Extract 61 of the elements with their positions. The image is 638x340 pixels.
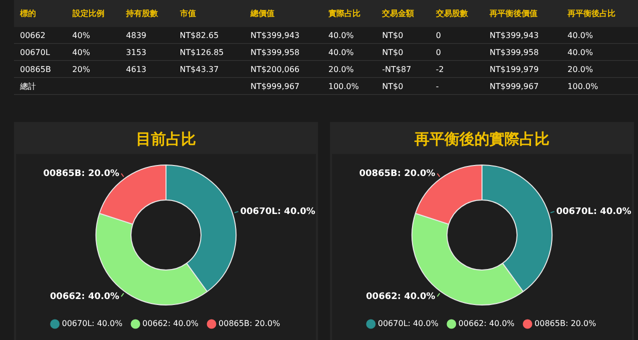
text: 00662	[14, 27, 66, 44]
text: NT$999,967	[484, 78, 562, 94]
category-label: 交易股數	[430, 0, 484, 27]
category-label: 市值	[174, 0, 244, 27]
text: NT$399,958	[244, 44, 322, 60]
legend-label: 00865B: 20.0%	[534, 319, 597, 328]
legend-label: 00865B: 20.0%	[218, 319, 281, 328]
text: -2	[430, 60, 484, 78]
text: NT$399,943	[244, 27, 322, 44]
text: NT$126.85	[174, 44, 244, 60]
legend-label: 00670L: 40.0%	[378, 319, 439, 328]
slice-label: 00865B: 20.0%	[43, 168, 120, 179]
slice-label: 00662: 40.0%	[366, 292, 436, 302]
slice-label: 00670L: 40.0%	[240, 206, 316, 217]
category-label: 標的	[14, 0, 66, 27]
text: NT$0	[376, 44, 430, 60]
text: 4613	[120, 60, 174, 78]
category-label: 持有股數	[120, 0, 174, 27]
slice-label: 00865B: 20.0%	[359, 168, 436, 179]
text: 0	[430, 44, 484, 60]
text: NT$199,979	[484, 60, 562, 78]
category-label: 再平衡後價值	[484, 0, 562, 27]
text: 0	[430, 27, 484, 44]
text: 40.0%	[562, 44, 638, 60]
category-label: 實際占比	[322, 0, 376, 27]
text: 3153	[120, 44, 174, 60]
text: 00670L	[14, 44, 66, 60]
text: NT$0	[376, 27, 430, 44]
text: NT$399,958	[484, 44, 562, 60]
text: 總計	[14, 78, 66, 94]
category-label: 交易金額	[376, 0, 430, 27]
legend-label: 00662: 40.0%	[458, 319, 515, 328]
text: 40.0%	[322, 27, 376, 44]
text: 4839	[120, 27, 174, 44]
text: 100.0%	[322, 78, 376, 94]
category-label: 再平衡後占比	[562, 0, 638, 27]
text: NT$0	[376, 78, 430, 94]
legend-label: 00662: 40.0%	[142, 319, 199, 328]
text: NT$200,066	[244, 60, 322, 78]
slice-label: 00670L: 40.0%	[556, 206, 632, 217]
text: 40.0%	[562, 27, 638, 44]
slice-label: 00662: 40.0%	[50, 292, 120, 302]
chart-title: 目前占比	[135, 129, 197, 150]
text: NT$999,967	[244, 78, 322, 94]
text: NT$399,943	[484, 27, 562, 44]
chart-title: 再平衡後的實際占比	[414, 129, 550, 150]
text: 40%	[66, 27, 120, 44]
text: NT$43.37	[174, 60, 244, 78]
text: 20.0%	[562, 60, 638, 78]
text: 40.0%	[322, 44, 376, 60]
category-label: 設定比例	[66, 0, 120, 27]
text: -	[430, 78, 484, 94]
text: 100.0%	[562, 78, 638, 94]
text: 40%	[66, 44, 120, 60]
text: 00865B	[14, 60, 66, 78]
text: 20%	[66, 60, 120, 78]
text: NT$82.65	[174, 27, 244, 44]
text: -NT$87	[376, 60, 430, 78]
legend-label: 00670L: 40.0%	[62, 319, 123, 328]
text: 20.0%	[322, 60, 376, 78]
category-label: 總價值	[244, 0, 322, 27]
